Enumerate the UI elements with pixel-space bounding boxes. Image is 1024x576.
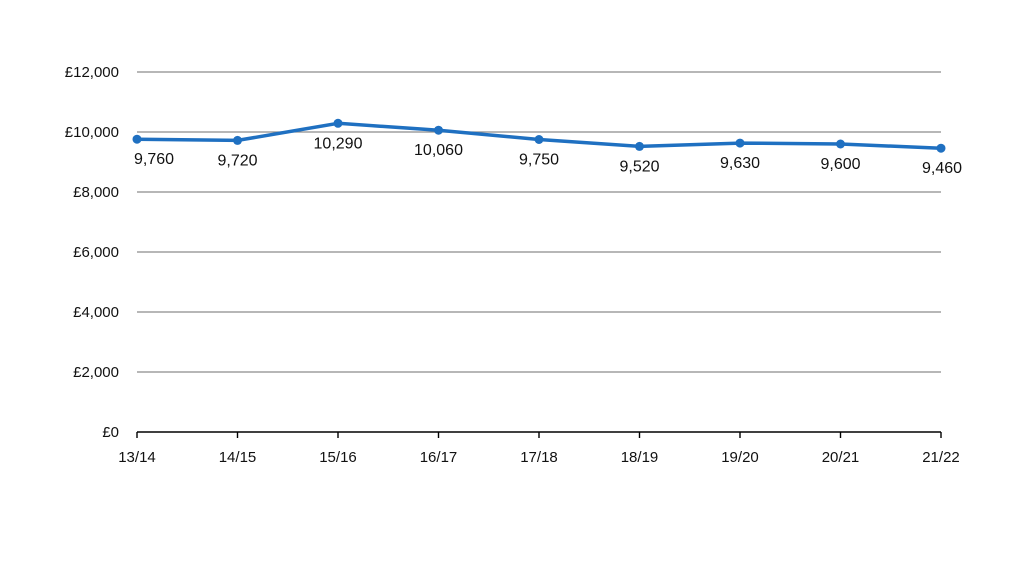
data-label: 9,760 (134, 151, 174, 168)
x-tick-label: 20/21 (822, 449, 860, 466)
data-point (534, 135, 544, 144)
y-tick-label: £4,000 (73, 304, 119, 321)
x-tick-label: 18/19 (621, 449, 659, 466)
y-tick-label: £10,000 (65, 124, 119, 141)
y-tick-label: £2,000 (73, 364, 119, 381)
data-point (233, 135, 242, 145)
data-label: 9,520 (619, 158, 659, 175)
x-tick-label: 17/18 (520, 449, 558, 466)
data-point (434, 125, 443, 135)
x-tick-label: 14/15 (219, 449, 257, 466)
data-label: 9,460 (922, 160, 962, 177)
data-label: 9,630 (720, 155, 760, 172)
data-label: 9,720 (217, 152, 257, 169)
y-tick-label: £12,000 (65, 64, 119, 81)
data-point (333, 118, 343, 128)
y-tick-label: £0 (102, 424, 119, 441)
data-point (132, 134, 142, 144)
x-tick-label: 16/17 (420, 449, 458, 466)
axes (136, 431, 942, 438)
y-tick-label: £6,000 (73, 244, 119, 261)
data-point (735, 138, 745, 148)
x-tick-label: 13/14 (118, 449, 156, 466)
series (132, 118, 946, 153)
x-tick-label: 15/16 (319, 449, 357, 466)
data-label: 9,750 (519, 152, 559, 169)
gridlines (137, 71, 941, 373)
data-label: 10,290 (314, 135, 363, 152)
x-tick-label: 19/20 (721, 449, 759, 466)
data-point (635, 141, 644, 151)
data-label: 10,060 (414, 142, 463, 159)
labels: £0 £2,000 £4,000 £6,000 £8,000 £10,000 £12,000… (65, 64, 962, 466)
y-tick-label: £8,000 (73, 184, 119, 201)
data-point (836, 139, 845, 149)
x-tick-label: 21/22 (922, 449, 960, 466)
data-label: 9,600 (820, 156, 860, 173)
data-point (936, 143, 946, 153)
